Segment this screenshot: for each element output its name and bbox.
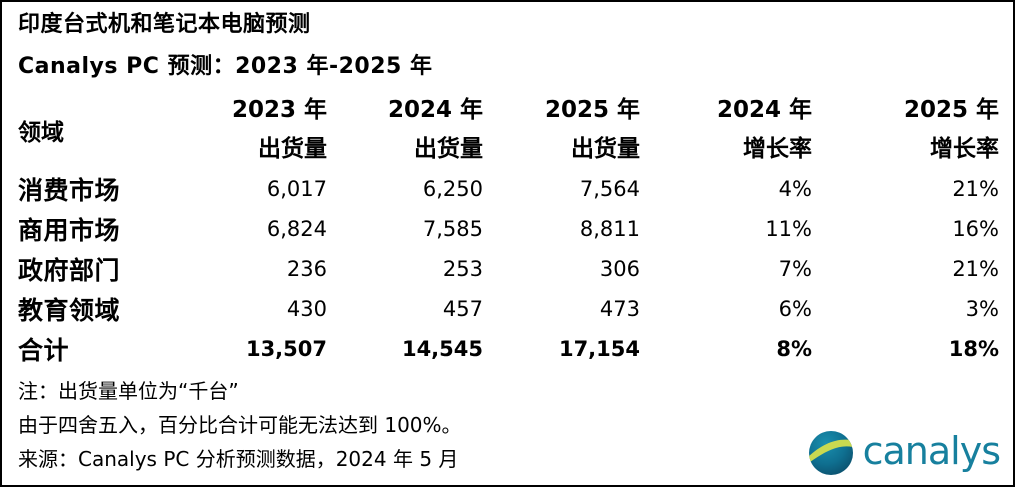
cell-value: 306 xyxy=(599,257,640,281)
table-row-consumer: 消费市场 6,017 6,250 7,564 4% 21% xyxy=(18,169,999,209)
note-rounding: 由于四舍五入，百分比合计可能无法达到 100%。 xyxy=(18,413,462,437)
cell-value: 17,154 xyxy=(558,337,640,361)
row-label: 商用市场 xyxy=(18,216,121,245)
cell-value: 253 xyxy=(442,257,483,281)
table-row-government: 政府部门 236 253 306 7% 21% xyxy=(18,249,999,289)
table-row-commercial: 商用市场 6,824 7,585 8,811 11% 16% xyxy=(18,209,999,249)
column-header-sector: 领域 xyxy=(18,120,64,146)
canalys-wordmark: canalys xyxy=(862,428,1001,473)
canalys-globe-icon xyxy=(808,430,854,476)
note-unit: 注：出货量单位为“千台” xyxy=(18,379,239,403)
forecast-table: 领域 2023 年 出货量 2024 年 出货量 2025 年 出货量 2024… xyxy=(18,91,999,369)
cell-value: 7% xyxy=(778,257,812,281)
table-header-row: 领域 2023 年 出货量 2024 年 出货量 2025 年 出货量 2024… xyxy=(18,91,999,169)
row-label: 政府部门 xyxy=(18,256,121,285)
row-label: 合计 xyxy=(18,336,70,365)
page-title: 印度台式机和笔记本电脑预测 xyxy=(18,12,311,37)
cell-value: 236 xyxy=(286,257,327,281)
cell-value: 7,564 xyxy=(579,177,640,201)
cell-value: 7,585 xyxy=(422,217,483,241)
cell-value: 4% xyxy=(778,177,812,201)
page-subtitle: Canalys PC 预测：2023 年-2025 年 xyxy=(18,54,433,79)
cell-value: 11% xyxy=(765,217,812,241)
cell-value: 16% xyxy=(952,217,999,241)
column-header-2024-growth: 2024 年 增长率 xyxy=(716,97,812,162)
note-source: 来源：Canalys PC 分析预测数据，2024 年 5 月 xyxy=(18,447,459,471)
column-header-2023-shipments: 2023 年 出货量 xyxy=(231,97,327,162)
table-row-total: 合计 13,507 14,545 17,154 8% 18% xyxy=(18,329,999,369)
cell-value: 6,824 xyxy=(266,217,327,241)
column-header-2025-growth: 2025 年 增长率 xyxy=(903,97,999,162)
cell-value: 430 xyxy=(286,297,327,321)
cell-value: 21% xyxy=(952,257,999,281)
cell-value: 18% xyxy=(948,337,999,361)
cell-value: 21% xyxy=(952,177,999,201)
cell-value: 6,250 xyxy=(422,177,483,201)
row-label: 消费市场 xyxy=(18,176,121,205)
column-header-2025-shipments: 2025 年 出货量 xyxy=(544,97,640,162)
row-label: 教育领域 xyxy=(18,296,121,325)
canalys-logo: canalys xyxy=(808,428,1001,476)
footnotes: 注：出货量单位为“千台” 由于四舍五入，百分比合计可能无法达到 100%。 来源… xyxy=(18,374,999,476)
cell-value: 8,811 xyxy=(579,217,640,241)
cell-value: 457 xyxy=(442,297,483,321)
cell-value: 6,017 xyxy=(266,177,327,201)
cell-value: 13,507 xyxy=(245,337,327,361)
cell-value: 3% xyxy=(965,297,999,321)
cell-value: 14,545 xyxy=(401,337,483,361)
column-header-2024-shipments: 2024 年 出货量 xyxy=(387,97,483,162)
cell-value: 6% xyxy=(778,297,812,321)
table-row-education: 教育领域 430 457 473 6% 3% xyxy=(18,289,999,329)
cell-value: 8% xyxy=(776,337,812,361)
cell-value: 473 xyxy=(599,297,640,321)
